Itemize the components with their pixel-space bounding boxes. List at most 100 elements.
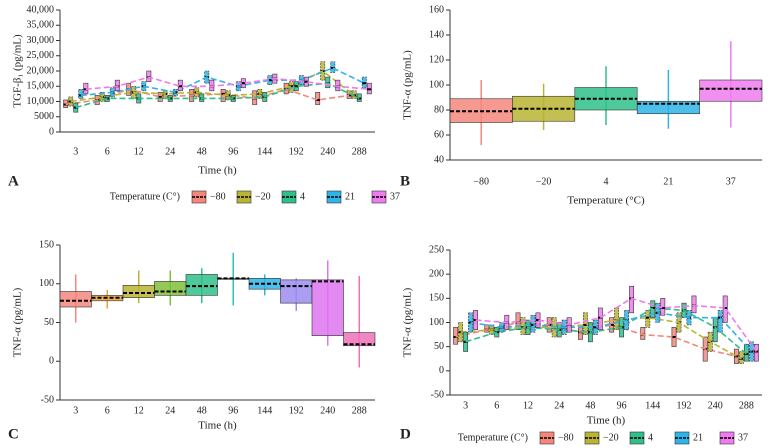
box: [484, 324, 490, 333]
legend-label: −80: [210, 191, 226, 202]
y-tick-label: 25,000: [27, 50, 55, 61]
legend-label: 37: [390, 191, 400, 202]
x-tick-label: 144: [257, 405, 272, 416]
y-tick-label: -50: [431, 389, 444, 400]
panel-letter: D: [400, 426, 411, 442]
y-tick-label: 40,000: [27, 4, 55, 15]
x-tick-label: 37: [726, 176, 736, 187]
y-tick-label: 40: [434, 154, 444, 165]
y-axis-label: TGF-β₁ (pg/mL): [12, 34, 24, 108]
box: [78, 89, 84, 99]
x-axis-label: Temperature (°C): [567, 195, 645, 207]
y-tick-label: 30,000: [27, 35, 55, 46]
legend-label: −80: [558, 432, 574, 443]
y-tick-label: 35,000: [27, 20, 55, 31]
median-line: [75, 82, 360, 109]
legend-label: 37: [738, 432, 748, 443]
y-tick-label: -50: [41, 394, 54, 405]
y-tick-label: 20,000: [27, 65, 55, 76]
x-tick-label: 6: [105, 405, 110, 416]
median-line: [470, 311, 752, 353]
x-tick-label: 96: [228, 146, 238, 157]
x-tick-label: 144: [645, 400, 660, 411]
panel-letter: C: [8, 426, 19, 442]
legend-label: 21: [345, 191, 355, 202]
box: [154, 281, 187, 296]
box: [691, 295, 697, 314]
y-tick-label: 0: [49, 126, 54, 137]
box: [712, 317, 718, 343]
y-tick-label: 160: [429, 4, 444, 15]
box: [280, 279, 313, 304]
x-tick-label: 96: [228, 405, 238, 416]
box: [597, 307, 603, 331]
x-tick-label: −20: [536, 176, 552, 187]
box: [717, 310, 723, 333]
y-tick-label: 60: [434, 129, 444, 140]
y-tick-label: 150: [429, 293, 444, 304]
box: [738, 351, 744, 364]
x-tick-label: 48: [585, 400, 595, 411]
legend-label: 4: [648, 432, 653, 443]
x-tick-label: 24: [165, 146, 175, 157]
x-tick-label: 48: [197, 405, 207, 416]
x-tick-label: 240: [320, 146, 335, 157]
x-tick-label: 288: [352, 146, 367, 157]
box: [315, 92, 321, 105]
y-tick-label: 200: [429, 268, 444, 279]
x-tick-label: 4: [604, 176, 609, 187]
x-tick-label: 3: [463, 400, 468, 411]
x-tick-label: 24: [554, 400, 564, 411]
box: [582, 312, 588, 335]
y-tick-label: 120: [429, 54, 444, 65]
y-tick-label: 10,000: [27, 96, 55, 107]
x-tick-label: 6: [494, 400, 499, 411]
box: [645, 310, 651, 328]
y-tick-label: 50: [434, 341, 444, 352]
y-tick-label: 5000: [34, 111, 54, 122]
x-tick-label: 192: [289, 405, 304, 416]
y-tick-label: 15,000: [27, 81, 55, 92]
x-tick-label: 144: [257, 146, 272, 157]
y-tick-label: 100: [429, 79, 444, 90]
x-tick-label: 3: [73, 146, 78, 157]
y-tick-label: 150: [39, 239, 54, 250]
legend-title: Temperature (C°): [110, 191, 180, 202]
box: [722, 295, 728, 323]
y-tick-label: 100: [39, 278, 54, 289]
box: [311, 279, 344, 336]
y-tick-label: 0: [439, 365, 444, 376]
box: [122, 284, 155, 298]
y-tick-label: 50: [44, 317, 54, 328]
x-tick-label: 12: [134, 146, 144, 157]
x-tick-label: −80: [473, 176, 489, 187]
x-tick-label: 288: [739, 400, 754, 411]
x-tick-label: 192: [289, 146, 304, 157]
x-tick-label: 6: [105, 146, 110, 157]
box: [453, 327, 459, 345]
x-axis-label: Time (h): [198, 420, 237, 432]
x-tick-label: 288: [352, 405, 367, 416]
y-axis-label: TNF-α (pg/mL): [402, 50, 414, 120]
median-line: [80, 67, 365, 97]
box: [59, 291, 92, 308]
y-tick-label: 100: [429, 317, 444, 328]
x-axis-label: Time (h): [198, 165, 237, 177]
box: [614, 307, 620, 331]
legend-title: Temperature (C°): [458, 432, 528, 443]
box: [343, 332, 376, 347]
y-tick-label: 80: [434, 104, 444, 115]
box: [753, 343, 759, 362]
x-tick-label: 12: [523, 400, 533, 411]
legend-label: 4: [300, 191, 305, 202]
legend-label: −20: [255, 191, 271, 202]
x-tick-label: 48: [197, 146, 207, 157]
median-line: [475, 297, 758, 352]
median-line: [85, 76, 370, 91]
x-tick-label: 192: [677, 400, 692, 411]
x-tick-label: 240: [320, 405, 335, 416]
legend-label: −20: [603, 432, 619, 443]
y-tick-label: 140: [429, 29, 444, 40]
x-tick-label: 240: [708, 400, 723, 411]
